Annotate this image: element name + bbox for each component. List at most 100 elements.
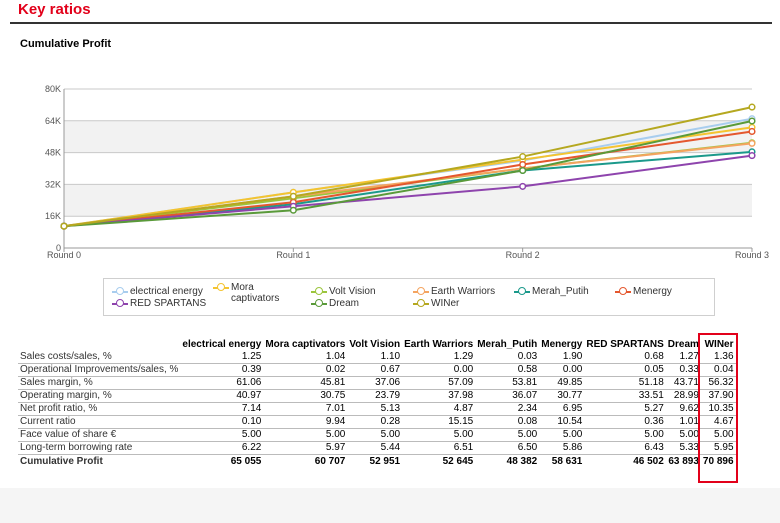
data-point bbox=[748, 152, 756, 160]
row-label: Operational Improvements/sales, % bbox=[18, 363, 181, 377]
column-header: Merah_Putih bbox=[477, 339, 538, 350]
table-cell: 1.90 bbox=[539, 351, 585, 364]
legend-label: Dream bbox=[329, 298, 360, 309]
table-cell: 58 631 bbox=[551, 456, 583, 467]
series-line bbox=[63, 130, 753, 228]
table-cell: 0.39 bbox=[180, 363, 264, 377]
row-label: Long-term borrowing rate bbox=[18, 441, 181, 455]
column-header: Mora captivators bbox=[265, 339, 346, 350]
row-label: Face value of share € bbox=[18, 428, 181, 442]
table-cell: 57.09 bbox=[402, 376, 476, 390]
table-cell: 4.87 bbox=[402, 402, 476, 416]
table-cell: 9.94 bbox=[263, 415, 348, 429]
table-cell: 53.81 bbox=[475, 376, 540, 390]
table-cell: 10.54 bbox=[539, 415, 585, 429]
table-cell: 52 645 bbox=[442, 456, 474, 467]
legend-label: WINer bbox=[431, 298, 460, 309]
legend-item[interactable]: Earth Warriors bbox=[413, 286, 495, 298]
column-header: Dream bbox=[667, 339, 699, 350]
table-cell: 0.58 bbox=[475, 363, 540, 377]
table-row: Cumulative Profit 65 055 60 707 52 951 52 64… bbox=[18, 455, 736, 470]
y-tick-label: 16K bbox=[45, 211, 61, 221]
table-corner bbox=[18, 339, 180, 351]
column-header: RED SPARTANS bbox=[586, 339, 664, 350]
table-cell: 5.00 bbox=[584, 428, 666, 442]
table-row: Operating margin, % 40.97 30.75 23.79 37.98 3… bbox=[18, 389, 736, 403]
legend-marker-icon bbox=[311, 298, 329, 310]
column-header: WINer bbox=[704, 339, 734, 350]
legend-item[interactable]: Mora captivators bbox=[213, 282, 301, 304]
title-divider bbox=[10, 22, 772, 24]
table-cell: 1.01 bbox=[665, 415, 701, 429]
legend-marker-icon bbox=[112, 298, 130, 310]
data-point bbox=[289, 192, 297, 200]
legend-marker-icon bbox=[514, 286, 532, 298]
legend-item[interactable]: RED SPARTANS bbox=[112, 298, 206, 310]
table-cell: 0.10 bbox=[180, 415, 264, 429]
table-cell: 1.36 bbox=[700, 351, 736, 364]
table-cell: 40.97 bbox=[180, 389, 264, 403]
data-point bbox=[519, 166, 527, 175]
table-cell: 1.27 bbox=[665, 351, 701, 364]
table-cell: 7.01 bbox=[263, 402, 348, 416]
table-row: Net profit ratio, % 7.14 7.01 5.13 4.87 2.34 6… bbox=[18, 402, 736, 416]
row-label: Sales costs/sales, % bbox=[18, 351, 181, 364]
table-cell: 4.67 bbox=[700, 415, 736, 429]
x-tick-label: Round 3 bbox=[735, 250, 769, 260]
table-cell: 5.00 bbox=[347, 428, 403, 442]
table-cell: 0.08 bbox=[475, 415, 540, 429]
data-point bbox=[289, 206, 297, 214]
data-point bbox=[748, 139, 756, 147]
table-cell: 5.97 bbox=[263, 441, 348, 455]
chart-legend: electrical energy Mora captivators Volt Vi… bbox=[103, 278, 715, 316]
table-cell: 5.00 bbox=[402, 428, 476, 442]
table-cell: 9.62 bbox=[665, 402, 701, 416]
table-cell: 48 382 bbox=[506, 456, 538, 467]
table-cell: 30.75 bbox=[263, 389, 348, 403]
table-cell: 0.28 bbox=[347, 415, 403, 429]
legend-label: Menergy bbox=[633, 286, 672, 297]
row-label: Cumulative Profit bbox=[20, 456, 103, 467]
page-title: Key ratios bbox=[18, 1, 91, 18]
y-tick-label: 0 bbox=[56, 243, 61, 253]
legend-item[interactable]: Menergy bbox=[615, 286, 672, 298]
legend-item[interactable]: Volt Vision bbox=[311, 286, 376, 298]
table-cell: 0.00 bbox=[402, 363, 476, 377]
line-chart: 0 16K 32K 48K 64K 80K Round 0 Round 1 Round 2 Rou… bbox=[45, 84, 769, 260]
legend-item[interactable]: Merah_Putih bbox=[514, 286, 589, 298]
table-cell: 6.95 bbox=[539, 402, 585, 416]
legend-item[interactable]: Dream bbox=[311, 298, 359, 310]
table-row: Long-term borrowing rate 6.22 5.97 5.44 6.51… bbox=[18, 441, 736, 455]
legend-item[interactable]: WINer bbox=[413, 298, 459, 310]
table-cell: 6.22 bbox=[180, 441, 264, 455]
table-cell: 15.15 bbox=[402, 415, 476, 429]
legend-label: RED SPARTANS bbox=[130, 298, 207, 309]
table-cell: 0.68 bbox=[584, 351, 666, 364]
x-tick-label: Round 0 bbox=[47, 250, 81, 260]
row-label: Sales margin, % bbox=[18, 376, 181, 390]
data-point bbox=[519, 182, 527, 190]
data-point bbox=[748, 117, 756, 125]
y-tick-label: 64K bbox=[45, 116, 61, 126]
table-cell: 51.18 bbox=[584, 376, 666, 390]
table-cell: 7.14 bbox=[180, 402, 264, 416]
table-cell: 1.29 bbox=[402, 351, 476, 364]
column-header: electrical energy bbox=[182, 339, 262, 350]
table-cell: 28.99 bbox=[665, 389, 701, 403]
table-cell: 0.05 bbox=[584, 363, 666, 377]
x-tick-label: Round 1 bbox=[276, 250, 310, 260]
table-cell: 0.33 bbox=[665, 363, 701, 377]
table-cell: 1.10 bbox=[347, 351, 403, 364]
table-cell: 30.77 bbox=[539, 389, 585, 403]
column-header: Volt Vision bbox=[349, 339, 401, 350]
table-cell: 23.79 bbox=[347, 389, 403, 403]
table-cell: 0.03 bbox=[475, 351, 540, 364]
column-header: Menergy bbox=[541, 339, 583, 350]
series-line bbox=[63, 120, 753, 228]
table-cell: 5.00 bbox=[700, 428, 736, 442]
legend-item[interactable]: electrical energy bbox=[112, 286, 203, 298]
table-cell: 52 951 bbox=[369, 456, 401, 467]
legend-marker-icon bbox=[615, 286, 633, 298]
table-cell: 45.81 bbox=[263, 376, 348, 390]
footer-band bbox=[0, 488, 780, 523]
